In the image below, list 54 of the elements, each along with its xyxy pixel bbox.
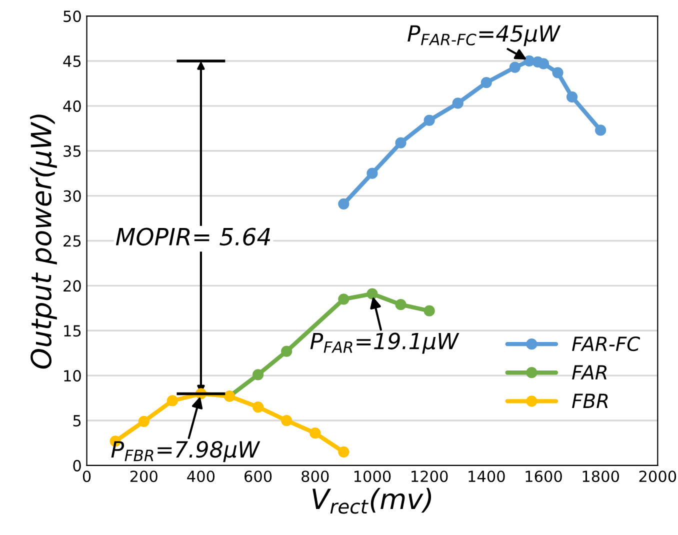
annotation: P$_{FAR‐FC}$=45μW (408, 25, 561, 46)
y-tick-label: 45 (63, 56, 81, 68)
x-tick-label: 1000 (354, 470, 391, 482)
y-tick-label: 30 (64, 190, 81, 202)
point (281, 346, 292, 357)
point (452, 98, 464, 109)
x-tick-label: 600 (244, 470, 272, 482)
point (310, 428, 321, 439)
x-tick-label: 1400 (468, 470, 505, 482)
point (338, 446, 350, 458)
x-tick-label: 1800 (582, 470, 619, 482)
legend-label: FAR (572, 365, 607, 380)
annotation: P$_{FBR}$=7.98μW (111, 440, 260, 462)
annotation: MOPIR= 5.64 (116, 228, 270, 246)
point (252, 401, 264, 413)
point (138, 416, 150, 427)
point (395, 137, 406, 148)
x-tick-label: 200 (130, 470, 158, 482)
y-axis-title: Output power(μW) (30, 114, 57, 369)
point (338, 198, 350, 210)
y-tick-label: 35 (64, 145, 81, 157)
point (166, 395, 178, 406)
x-tick-label: 0 (82, 470, 91, 482)
x-tick-label: 2000 (639, 470, 676, 482)
point (366, 168, 378, 179)
point (566, 91, 578, 102)
y-tick-label: 15 (64, 325, 81, 337)
point (424, 305, 435, 316)
x-tick-label: 400 (187, 470, 215, 482)
legend-label: FBR (572, 394, 608, 408)
y-tick-label: 40 (63, 100, 81, 112)
x-axis-title: V$_{rect}$(mv) (312, 488, 432, 514)
point (595, 124, 606, 136)
point (552, 67, 564, 78)
point (424, 114, 435, 126)
x-tick-label: 1200 (412, 470, 448, 482)
x-tick-label: 1600 (526, 470, 562, 482)
annotation: P$_{FAR}$=19.1μW (310, 332, 460, 354)
y-tick-label: 20 (64, 280, 81, 292)
legend-label: FAR-FC (572, 336, 640, 352)
point (509, 62, 520, 73)
y-tick-label: 0 (73, 460, 81, 472)
point (538, 58, 550, 70)
point (480, 77, 492, 88)
y-tick-label: 50 (64, 10, 81, 22)
point (366, 288, 378, 300)
y-tick-label: 10 (64, 370, 81, 382)
point (338, 294, 350, 305)
y-tick-label: 5 (73, 415, 81, 427)
y-tick-label: 25 (64, 235, 81, 247)
point (252, 369, 264, 380)
point (395, 299, 406, 310)
x-tick-label: 800 (302, 470, 329, 482)
point (281, 414, 292, 426)
